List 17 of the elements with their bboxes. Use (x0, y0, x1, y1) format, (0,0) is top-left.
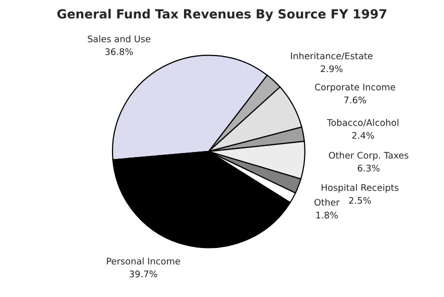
data-label: 39.7% (130, 270, 158, 278)
data-label: 2.5% (349, 196, 371, 204)
data-label: 1.8% (316, 212, 338, 219)
data-label: 6.3% (358, 164, 380, 172)
chart-title: General Fund Tax Revenues By Source FY 1997 (57, 8, 386, 22)
slice-label: Inheritance/Estate (291, 52, 373, 60)
data-label: 2.4% (352, 132, 374, 139)
slice-label: Personal Income (106, 258, 180, 265)
data-label: 36.8% (105, 48, 133, 56)
data-label: 7.6% (344, 96, 366, 104)
slice-label: Tobacco/Alcohol (326, 118, 398, 127)
slice-label: Other (314, 198, 340, 206)
slice-label: Sales and Use (88, 35, 150, 42)
slice-label: Corporate Income (314, 84, 396, 92)
slice-label: Other Corp. Taxes (328, 152, 408, 160)
slice-label: Hospital Receipts (322, 184, 399, 193)
data-label: 2.9% (320, 65, 343, 72)
